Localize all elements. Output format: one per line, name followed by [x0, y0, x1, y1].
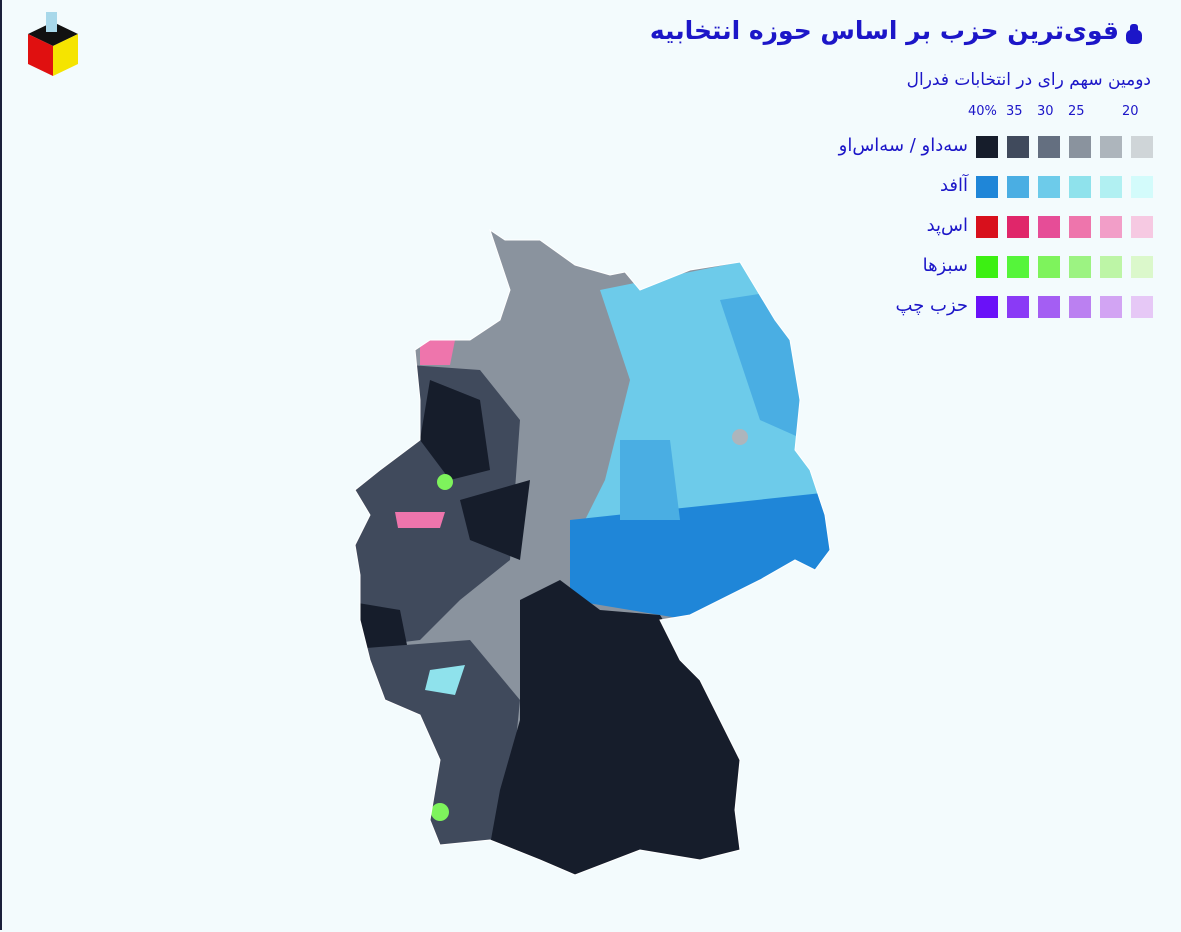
swatch: [1007, 296, 1029, 318]
region: [420, 340, 455, 365]
swatch: [1069, 296, 1091, 318]
logo-right: [53, 34, 78, 76]
region: [395, 512, 445, 528]
swatch: [1069, 136, 1091, 158]
region: [732, 429, 748, 445]
swatch: [976, 296, 998, 318]
party-name: حزب چپ: [895, 295, 968, 316]
swatch: [976, 256, 998, 278]
swatch: [1131, 176, 1153, 198]
swatch: [1100, 216, 1122, 238]
swatch: [1007, 136, 1029, 158]
title: قوی‌ترین حزب بر اساس حوزه انتخابیه: [649, 16, 1119, 45]
swatch: [976, 216, 998, 238]
swatch: [1100, 176, 1122, 198]
swatch: [1038, 296, 1060, 318]
swatch: [976, 176, 998, 198]
swatch: [1131, 256, 1153, 278]
scale-label: 20: [1122, 104, 1139, 119]
party-name: سه‌داو / سه‌اس‌او: [838, 135, 968, 156]
swatch: [1038, 176, 1060, 198]
swatch: [1131, 136, 1153, 158]
swatch: [976, 136, 998, 158]
region: [425, 665, 465, 695]
party-name: سبزها: [922, 255, 968, 276]
swatch: [1007, 216, 1029, 238]
region: [431, 803, 449, 821]
party-name: اس‌پد: [926, 215, 968, 236]
germany: [355, 230, 830, 875]
logo: [28, 12, 78, 76]
logo-ballot: [46, 12, 57, 32]
icon-shape: [1126, 30, 1142, 44]
scale-label: 40%: [968, 104, 997, 119]
swatch: [1100, 256, 1122, 278]
region: [437, 474, 453, 490]
swatch: [1069, 256, 1091, 278]
swatch: [1038, 136, 1060, 158]
region: [620, 440, 680, 520]
swatch: [1038, 256, 1060, 278]
title-icon: [1126, 24, 1142, 44]
logo-left: [28, 34, 53, 76]
swatch: [1007, 256, 1029, 278]
party-name: آافد: [939, 175, 968, 196]
scale-label: 35: [1006, 104, 1023, 119]
swatch: [1038, 216, 1060, 238]
legend-subtitle: دومین سهم رای در انتخابات فدرال: [906, 70, 1151, 90]
swatch: [1007, 176, 1029, 198]
swatch: [1069, 176, 1091, 198]
scale-label: 25: [1068, 104, 1085, 119]
region: [460, 480, 530, 560]
swatch: [1100, 136, 1122, 158]
swatch: [1131, 216, 1153, 238]
scale-label: 30: [1037, 104, 1054, 119]
swatch: [1069, 216, 1091, 238]
region: [480, 580, 760, 875]
swatch: [1100, 296, 1122, 318]
swatch: [1131, 296, 1153, 318]
region: [420, 380, 490, 480]
